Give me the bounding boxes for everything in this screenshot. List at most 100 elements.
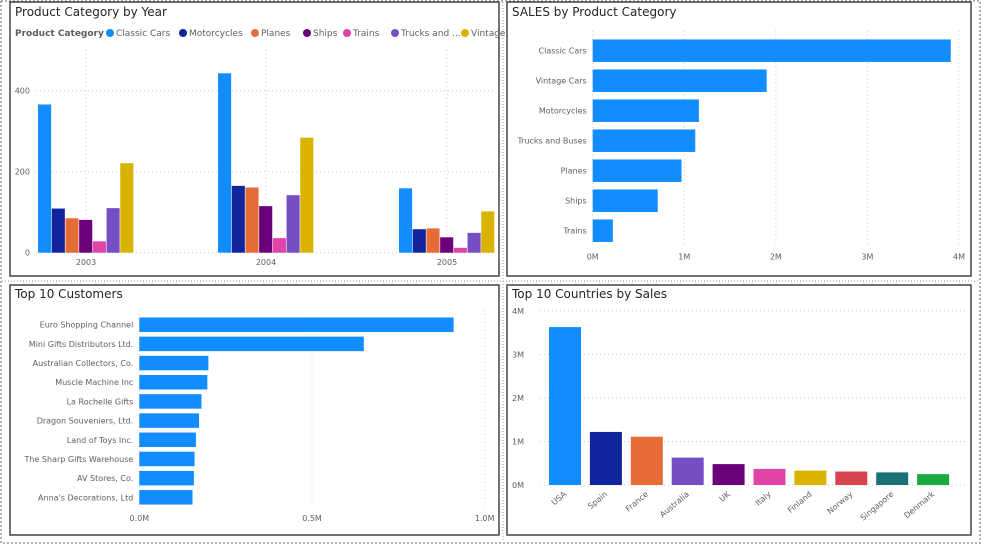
legend-marker bbox=[343, 29, 351, 37]
bar-la-rochelle-gifts[interactable] bbox=[139, 394, 202, 409]
bar-trucks-and-buses-2004[interactable] bbox=[286, 195, 300, 253]
bar-ships-2003[interactable] bbox=[79, 219, 93, 253]
category-label: Australian Collectors, Co. bbox=[33, 359, 134, 368]
bar-trucks-and-buses[interactable] bbox=[592, 129, 696, 152]
x-tick-label: 3M bbox=[861, 253, 873, 262]
bar-spain[interactable] bbox=[589, 431, 622, 485]
bar-planes-2003[interactable] bbox=[65, 218, 79, 253]
bar-uk[interactable] bbox=[712, 464, 745, 485]
visual-frame bbox=[506, 284, 972, 536]
bar-australian-collectors-co-[interactable] bbox=[139, 355, 209, 371]
legend-marker bbox=[251, 29, 259, 37]
legend-marker bbox=[461, 29, 469, 37]
bar-vintage-cars-2003[interactable] bbox=[120, 163, 134, 253]
bar-planes-2005[interactable] bbox=[426, 228, 440, 253]
category-label: Vintage Cars bbox=[536, 77, 587, 86]
chart-title: Product Category by Year bbox=[15, 5, 167, 19]
bar-trucks-and-buses-2005[interactable] bbox=[467, 232, 481, 253]
x-tick-label: 2003 bbox=[76, 258, 96, 267]
x-tick-label: 0.5M bbox=[302, 514, 322, 523]
chart-product-category-by-year[interactable]: Product Category by Year Product Categor… bbox=[9, 1, 517, 277]
bar-trains-2003[interactable] bbox=[92, 241, 106, 253]
legend-marker bbox=[179, 29, 187, 37]
category-label: Planes bbox=[561, 167, 587, 176]
legend-title: Product Category bbox=[15, 29, 104, 39]
bar-vintage-cars-2004[interactable] bbox=[300, 137, 314, 253]
category-label: The Sharp Gifts Warehouse bbox=[24, 455, 134, 464]
x-tick-label: 1M bbox=[678, 253, 690, 262]
bar-trains-2004[interactable] bbox=[272, 238, 286, 253]
bar-muscle-machine-inc[interactable] bbox=[139, 374, 208, 390]
y-tick-label: 0 bbox=[25, 249, 30, 258]
chart-title: SALES by Product Category bbox=[512, 5, 676, 19]
category-label: Trains bbox=[562, 227, 586, 236]
bar-planes-2004[interactable] bbox=[245, 187, 259, 253]
bar-ships-2005[interactable] bbox=[440, 237, 454, 253]
category-label: AV Stores, Co. bbox=[77, 474, 133, 483]
bar-singapore[interactable] bbox=[876, 472, 909, 485]
bar-finland[interactable] bbox=[794, 470, 827, 485]
bar-planes[interactable] bbox=[592, 159, 682, 182]
bar-motorcycles-2004[interactable] bbox=[231, 185, 245, 253]
bar-vintage-cars-2005[interactable] bbox=[481, 211, 495, 253]
bar-motorcycles-2003[interactable] bbox=[51, 208, 65, 253]
y-tick-label: 3M bbox=[512, 351, 524, 360]
legend-marker bbox=[303, 29, 311, 37]
category-label: Classic Cars bbox=[539, 47, 587, 56]
bar-usa[interactable] bbox=[549, 327, 581, 485]
legend-label: Vintage ... bbox=[471, 29, 517, 39]
bar-dragon-souveniers-ltd-[interactable] bbox=[139, 413, 200, 428]
legend-label: Trucks and ... bbox=[400, 29, 461, 39]
bar-ships[interactable] bbox=[592, 189, 658, 212]
bar-france[interactable] bbox=[630, 436, 663, 485]
bar-classic-cars[interactable] bbox=[592, 39, 951, 62]
bar-euro-shopping-channel[interactable] bbox=[139, 317, 454, 332]
bar-classic-cars-2005[interactable] bbox=[399, 188, 413, 253]
y-tick-label: 400 bbox=[15, 87, 30, 96]
bar-ships-2004[interactable] bbox=[259, 206, 273, 253]
bar-the-sharp-gifts-warehouse[interactable] bbox=[139, 451, 195, 467]
bar-motorcycles-2005[interactable] bbox=[412, 229, 426, 253]
bar-italy[interactable] bbox=[753, 468, 786, 485]
x-tick-label: 0.0M bbox=[129, 514, 149, 523]
bar-anna-s-decorations-ltd[interactable] bbox=[139, 490, 193, 505]
x-tick-label: 0M bbox=[587, 253, 599, 262]
legend-label: Classic Cars bbox=[116, 29, 170, 39]
category-label: Dragon Souveniers, Ltd. bbox=[37, 417, 134, 426]
bar-land-of-toys-inc-[interactable] bbox=[139, 432, 196, 448]
y-tick-label: 4M bbox=[512, 307, 524, 316]
chart-sales-by-product-category[interactable]: SALES by Product Category 0M 1M 2M 3M 4M Clas… bbox=[506, 1, 972, 277]
bar-trains-2005[interactable] bbox=[453, 247, 467, 253]
x-tick-label: 2004 bbox=[256, 258, 276, 267]
legend-marker bbox=[391, 29, 399, 37]
bar-vintage-cars[interactable] bbox=[592, 69, 767, 92]
chart-top-10-customers[interactable]: Top 10 Customers 0.0M 0.5M 1.0M Euro Shoppi… bbox=[9, 284, 500, 536]
category-label: Ships bbox=[565, 197, 587, 206]
category-label: Land of Toys Inc. bbox=[67, 436, 134, 445]
y-tick-label: 1M bbox=[512, 438, 524, 447]
legend-label: Planes bbox=[261, 29, 291, 39]
category-label: Muscle Machine Inc bbox=[55, 378, 133, 387]
category-label: Motorcycles bbox=[539, 107, 587, 116]
chart-title: Top 10 Customers bbox=[14, 287, 123, 301]
category-label: Euro Shopping Channel bbox=[40, 321, 134, 330]
bar-classic-cars-2003[interactable] bbox=[38, 104, 52, 253]
bar-norway[interactable] bbox=[835, 471, 868, 485]
bar-trucks-and-buses-2003[interactable] bbox=[106, 208, 120, 253]
bar-trains[interactable] bbox=[592, 219, 613, 242]
y-tick-label: 0M bbox=[512, 481, 524, 490]
legend-label: Motorcycles bbox=[189, 29, 243, 39]
bar-motorcycles[interactable] bbox=[592, 99, 699, 122]
x-tick-label: 4M bbox=[953, 253, 965, 262]
bar-classic-cars-2004[interactable] bbox=[218, 73, 232, 253]
x-tick-label: 2M bbox=[770, 253, 782, 262]
bar-mini-gifts-distributors-ltd-[interactable] bbox=[139, 336, 364, 352]
y-tick-label: 200 bbox=[15, 168, 30, 177]
bar-australia[interactable] bbox=[671, 457, 704, 485]
bar-av-stores-co-[interactable] bbox=[139, 470, 194, 486]
bar-denmark[interactable] bbox=[917, 474, 950, 485]
legend-label: Ships bbox=[313, 29, 338, 39]
